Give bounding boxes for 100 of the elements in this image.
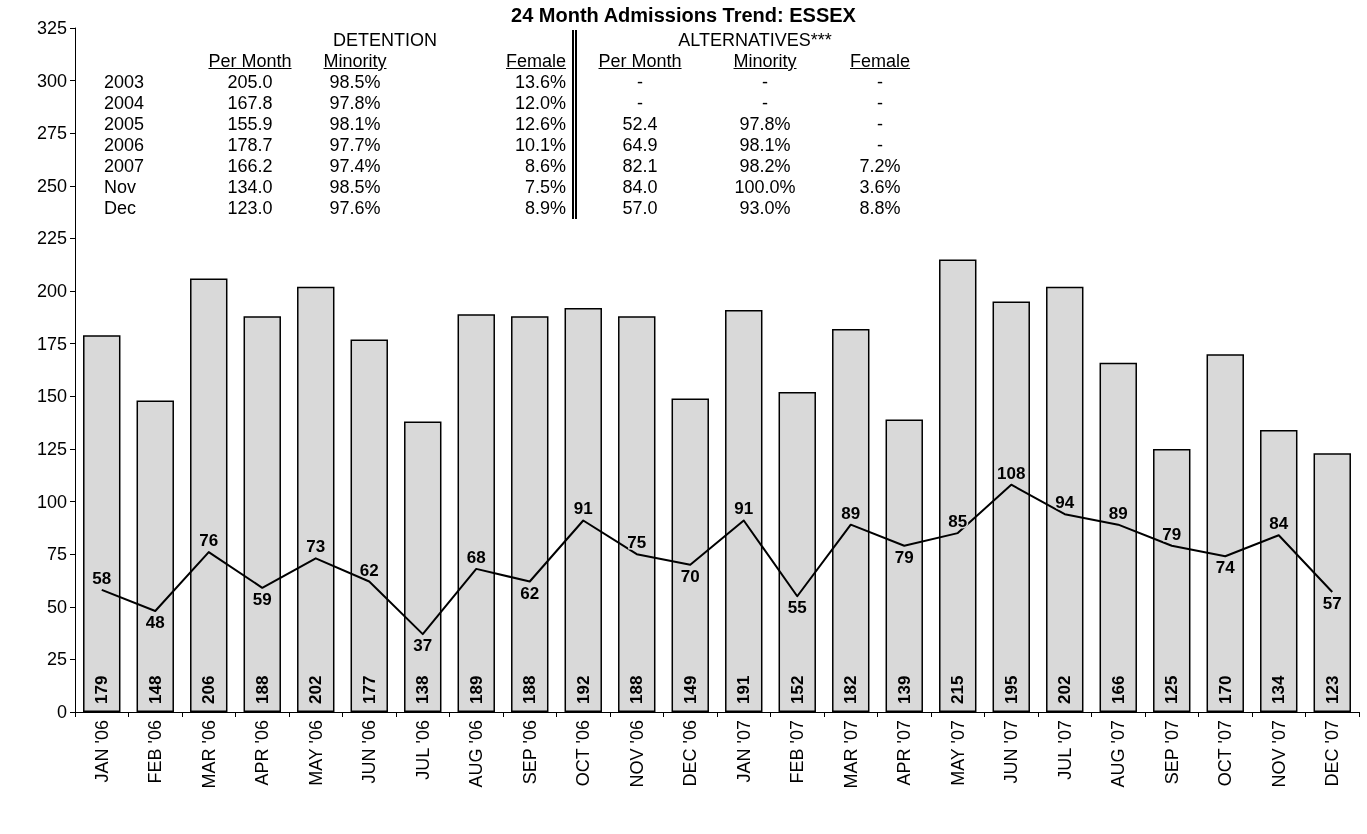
annotation: 2003 <box>103 72 146 93</box>
y-tick-label: 200 <box>36 281 67 302</box>
y-tick-label: 275 <box>36 123 67 144</box>
annotation: Per Month <box>597 51 683 72</box>
data-label: 37 <box>413 636 433 656</box>
x-tick-label: OCT '06 <box>573 720 594 787</box>
annotation: - <box>761 72 770 93</box>
x-tick-label: AUG '07 <box>1108 720 1129 788</box>
annotation: 98.1% <box>328 114 382 135</box>
x-tick-label: SEP '07 <box>1161 720 1182 785</box>
annotation: 100.0% <box>733 177 797 198</box>
data-label: 91 <box>573 499 593 519</box>
x-tick-label: OCT '07 <box>1215 720 1236 787</box>
x-tick-label: SEP '06 <box>519 720 540 785</box>
annotation: 97.8% <box>328 93 382 114</box>
data-label: 182 <box>841 675 861 704</box>
data-label: 191 <box>734 675 754 704</box>
data-label: 73 <box>306 537 326 557</box>
data-label: 189 <box>466 675 486 704</box>
y-tick-label: 225 <box>36 228 67 249</box>
annotation: 8.6% <box>524 156 568 177</box>
annotation: 166.2 <box>226 156 274 177</box>
annotation: 134.0 <box>226 177 274 198</box>
data-label: 202 <box>1055 675 1075 704</box>
data-label: 55 <box>787 598 807 618</box>
annotation: 12.0% <box>514 93 568 114</box>
data-label: 188 <box>627 675 647 704</box>
data-label: 202 <box>306 675 326 704</box>
data-label: 91 <box>734 499 754 519</box>
data-label: 58 <box>92 568 112 588</box>
y-tick-label: 125 <box>36 438 67 459</box>
annotation: ALTERNATIVES*** <box>677 30 833 51</box>
annotation: 123.0 <box>226 198 274 219</box>
annotation: 2005 <box>103 114 146 135</box>
x-tick-label: NOV '07 <box>1268 720 1289 788</box>
annotation: 12.6% <box>514 114 568 135</box>
data-label: 123 <box>1322 675 1342 704</box>
x-tick-label: NOV '06 <box>626 720 647 788</box>
y-tick-label: 50 <box>46 596 67 617</box>
annotation: 167.8 <box>226 93 274 114</box>
data-label: 170 <box>1215 675 1235 704</box>
annotation: DETENTION <box>332 30 438 51</box>
data-label: 139 <box>894 675 914 704</box>
annotation: 10.1% <box>514 135 568 156</box>
x-tick-label: MAY '06 <box>305 720 326 786</box>
x-tick-label: JAN '06 <box>91 720 112 783</box>
data-label: 215 <box>948 675 968 704</box>
x-tick-label: JUN '06 <box>359 720 380 784</box>
annotation: - <box>876 93 885 114</box>
annotation: 84.0 <box>621 177 659 198</box>
annotation: 8.8% <box>858 198 902 219</box>
annotation: Per Month <box>207 51 293 72</box>
x-tick-label: DEC '06 <box>680 720 701 787</box>
annotation: Nov <box>103 177 137 198</box>
annotation: - <box>636 93 645 114</box>
data-label: 85 <box>948 512 968 532</box>
chart-title: 24 Month Admissions Trend: ESSEX <box>511 4 857 26</box>
data-label: 79 <box>894 547 914 567</box>
x-tick-label: AUG '06 <box>466 720 487 788</box>
annotation: 93.0% <box>738 198 792 219</box>
x-tick-label: APR '07 <box>894 720 915 786</box>
data-label: 188 <box>520 675 540 704</box>
annotation: 2006 <box>103 135 146 156</box>
data-label: 188 <box>252 675 272 704</box>
y-tick-label: 25 <box>46 649 67 670</box>
annotation: 205.0 <box>226 72 274 93</box>
data-label: 62 <box>359 560 379 580</box>
annotation: 97.6% <box>328 198 382 219</box>
x-tick-label: MAY '07 <box>947 720 968 786</box>
data-label: 70 <box>680 566 700 586</box>
x-tick-label: APR '06 <box>252 720 273 786</box>
y-tick-label: 75 <box>46 544 67 565</box>
data-label: 177 <box>359 675 379 704</box>
annotation: 98.5% <box>328 177 382 198</box>
annotation: 98.2% <box>738 156 792 177</box>
data-label: 179 <box>92 675 112 704</box>
y-tick-label: 250 <box>36 175 67 196</box>
annotation: 13.6% <box>514 72 568 93</box>
data-label: 152 <box>787 675 807 704</box>
data-label: 94 <box>1055 493 1075 513</box>
x-tick-label: JUL '06 <box>412 720 433 780</box>
y-tick-label: 0 <box>56 702 67 722</box>
data-label: 62 <box>520 583 540 603</box>
x-tick-label: FEB '07 <box>787 720 808 784</box>
x-tick-label: DEC '07 <box>1322 720 1343 787</box>
data-label: 134 <box>1269 675 1289 704</box>
annotation: 52.4 <box>621 114 659 135</box>
annotation: Female <box>505 51 568 72</box>
data-label: 79 <box>1162 524 1182 544</box>
annotation: 97.8% <box>738 114 792 135</box>
annotation: 178.7 <box>226 135 274 156</box>
data-label: 138 <box>413 675 433 704</box>
data-label: 84 <box>1269 514 1289 534</box>
x-tick-label: MAR '07 <box>840 720 861 789</box>
annotation: - <box>761 93 770 114</box>
annotation: 7.5% <box>524 177 568 198</box>
annotation: 57.0 <box>621 198 659 219</box>
data-label: 89 <box>841 503 861 523</box>
data-label: 89 <box>1108 503 1128 523</box>
x-tick-label: JUN '07 <box>1001 720 1022 784</box>
